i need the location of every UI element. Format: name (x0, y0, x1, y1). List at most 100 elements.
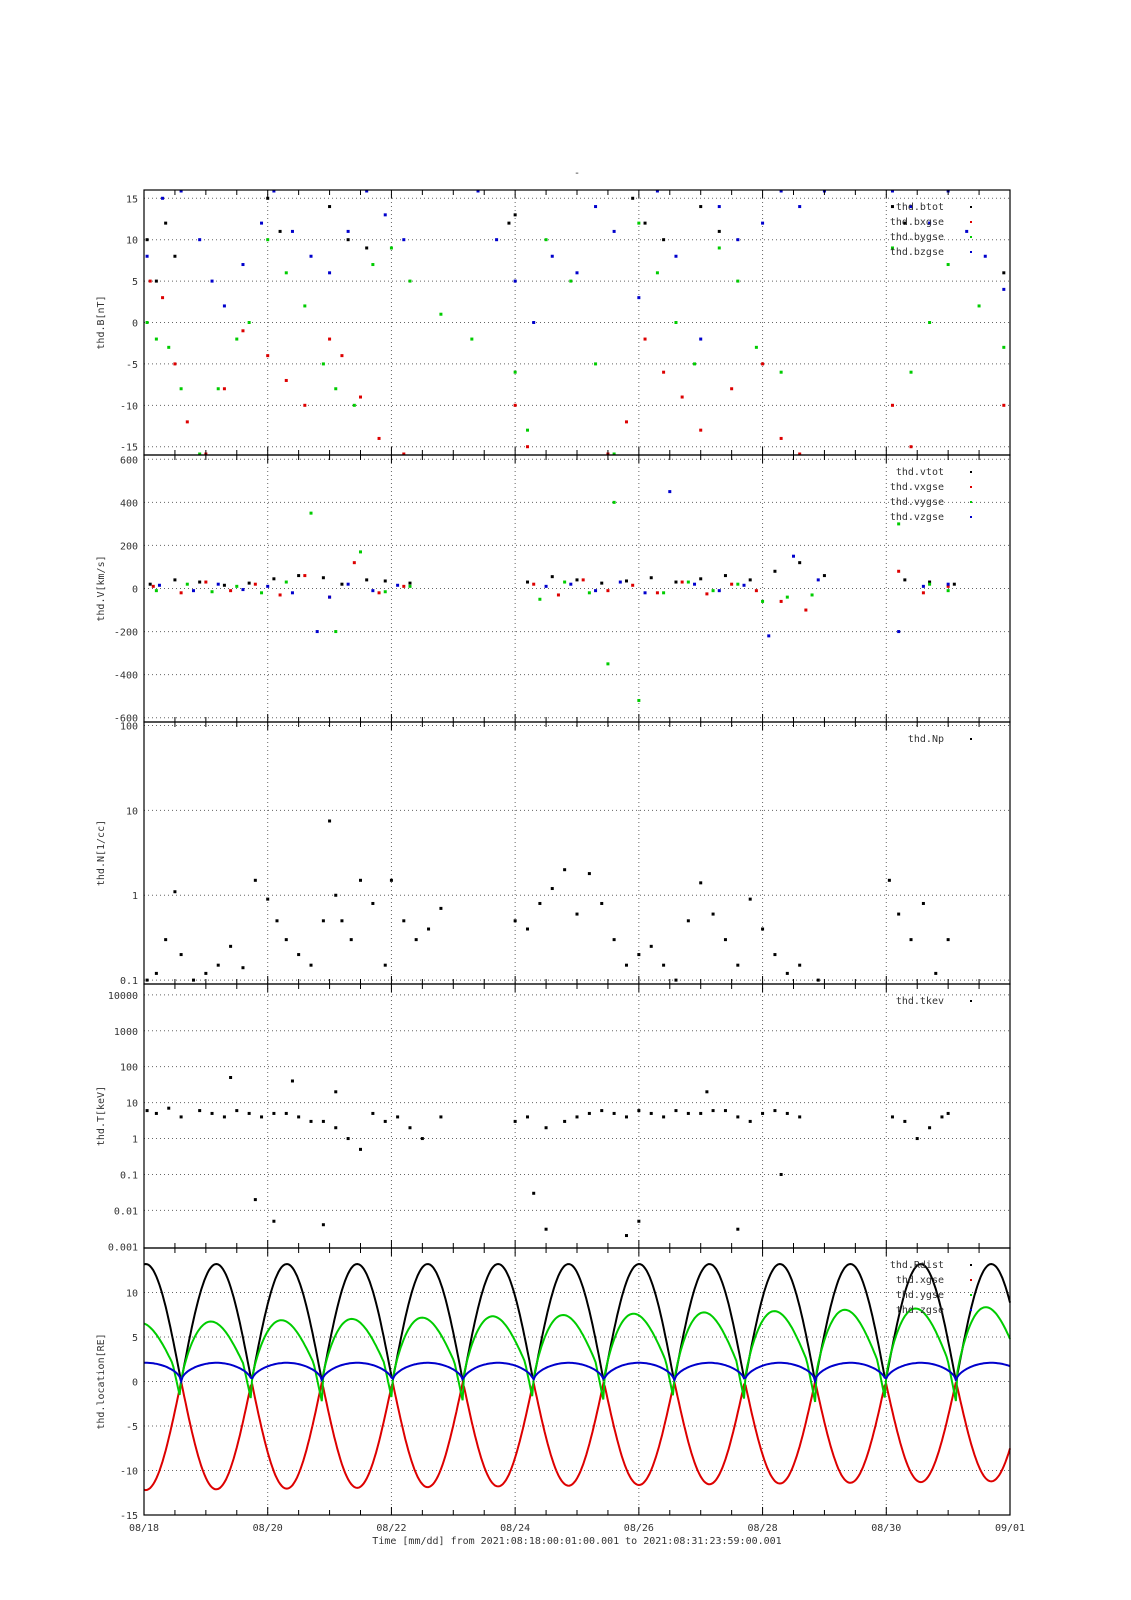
data-point (164, 938, 168, 942)
legend-entry: thd.bygse (890, 232, 944, 243)
data-point (655, 591, 659, 595)
data-point (402, 238, 406, 242)
data-point (587, 591, 591, 595)
data-point (618, 580, 622, 584)
data-point (145, 1109, 149, 1113)
data-point (575, 912, 579, 916)
data-point (179, 1115, 183, 1119)
data-point (235, 1109, 239, 1113)
data-point (723, 574, 727, 578)
data-point (624, 579, 628, 583)
y-tick-label: 400 (120, 498, 138, 509)
data-point (550, 575, 554, 579)
data-point (600, 1109, 604, 1113)
data-point (408, 584, 412, 588)
legend-marker (970, 1279, 972, 1281)
data-point (921, 584, 925, 588)
legend-entry: thd.vxgse (890, 482, 944, 493)
data-point (321, 1223, 325, 1227)
data-point (365, 246, 369, 250)
data-point (594, 589, 598, 593)
data-point (377, 591, 381, 595)
data-point (897, 569, 901, 573)
panel-5: -15 -10 -5 0 5 10 thd.location[RE] thd.Rdist thd… (96, 1247, 1011, 1522)
data-point (785, 1111, 789, 1115)
data-point (587, 872, 591, 876)
data-point (439, 312, 443, 316)
y-tick-label: -5 (126, 1422, 138, 1433)
data-point (550, 254, 554, 258)
data-point (402, 584, 406, 588)
data-point (303, 403, 307, 407)
data-point (631, 196, 635, 200)
data-point (328, 337, 332, 341)
data-point (754, 345, 758, 349)
y-tick-label: 10 (126, 236, 138, 247)
data-point (921, 901, 925, 905)
data-point (145, 238, 149, 242)
data-point (414, 938, 418, 942)
data-point (154, 971, 158, 975)
data-point (785, 595, 789, 599)
data-point (352, 561, 356, 565)
legend-entry: thd.tkev (896, 996, 944, 1007)
data-point (946, 584, 950, 588)
data-point (185, 582, 189, 586)
data-point (272, 1111, 276, 1115)
data-point (736, 582, 740, 586)
data-point (761, 362, 765, 366)
y-tick-label: 1000 (114, 1027, 138, 1038)
data-point (816, 578, 820, 582)
data-point (173, 362, 177, 366)
data-point (556, 593, 560, 597)
data-point (612, 500, 616, 504)
data-point (260, 1115, 264, 1119)
series-thd-Np (145, 819, 950, 982)
data-point (890, 246, 894, 250)
data-point (272, 1219, 276, 1223)
data-point (723, 1109, 727, 1113)
data-point (402, 452, 406, 456)
data-point (204, 971, 208, 975)
data-point (544, 584, 548, 588)
data-point (157, 583, 161, 587)
data-point (334, 1126, 338, 1130)
data-point (890, 1115, 894, 1119)
data-point (928, 221, 932, 225)
data-point (145, 978, 149, 982)
data-point (408, 1126, 412, 1130)
series-thd-bzgse (145, 189, 1006, 341)
data-point (383, 213, 387, 217)
data-point (538, 901, 542, 905)
data-point (662, 1115, 666, 1119)
data-point (198, 238, 202, 242)
y-tick-label: 5 (132, 277, 138, 288)
data-point (266, 584, 270, 588)
data-point (173, 890, 177, 894)
data-point (154, 589, 158, 593)
data-point (284, 1111, 288, 1115)
data-point (241, 329, 245, 333)
data-point (260, 221, 264, 225)
y-tick-label: 0.001 (108, 1242, 138, 1253)
data-point (290, 229, 294, 233)
data-point (389, 246, 393, 250)
data-point (890, 403, 894, 407)
series-thd-bxgse (148, 279, 1006, 456)
data-point (383, 579, 387, 583)
data-point (730, 387, 734, 391)
panel-4: 0.001 0.01 0.1 1 10 100 1000 10000 thd.T[keV] thd… (96, 983, 1011, 1253)
legend-entry: thd.Rdist (890, 1260, 944, 1271)
x-tick-label: 08/30 (871, 1523, 901, 1534)
data-point (909, 445, 913, 449)
data-point (761, 221, 765, 225)
data-point (915, 1137, 919, 1141)
y-tick-label: 600 (120, 455, 138, 466)
data-point (365, 578, 369, 582)
data-point (736, 238, 740, 242)
data-point (439, 1115, 443, 1119)
data-point (161, 296, 165, 300)
data-point (928, 582, 932, 586)
y-axis-label: thd.T[keV] (96, 1086, 107, 1146)
data-point (965, 229, 969, 233)
